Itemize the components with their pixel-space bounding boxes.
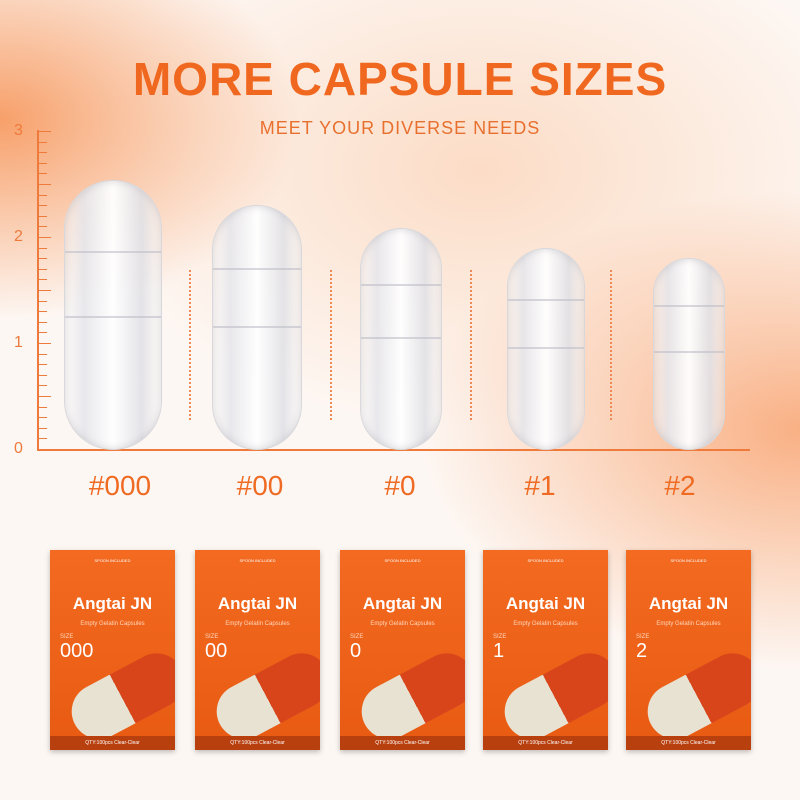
ruler-tick [39, 184, 51, 185]
ruler-tick [39, 141, 47, 143]
ruler-tick [39, 353, 47, 355]
capsule-1 [507, 248, 585, 450]
spoon-note: SPOON INCLUDED [94, 558, 131, 563]
ruler-tick [39, 374, 47, 376]
spoon-note: SPOON INCLUDED [384, 558, 421, 563]
ruler-tick [39, 385, 47, 387]
ruler-tick [39, 406, 47, 408]
ruler-tick [39, 194, 47, 196]
package-size-word: SIZE [60, 634, 74, 640]
package-qty: QTY:100pcs Clear-Clear [483, 736, 608, 750]
size-label: #0 [384, 470, 416, 501]
capsule-illustration [495, 643, 608, 749]
ruler-tick [39, 247, 47, 249]
tick-label: 1 [14, 334, 23, 351]
ruler-tick [39, 162, 47, 164]
ruler-tick [39, 226, 47, 228]
package-product: Empty Gelatin Capsules [80, 621, 145, 627]
size-label: #00 [236, 470, 284, 501]
ruler-tick [39, 258, 47, 260]
ruler-tick [39, 205, 47, 207]
ruler-tick [39, 237, 51, 238]
spoon-note: SPOON INCLUDED [527, 558, 564, 563]
package-size-word: SIZE [636, 634, 650, 640]
package-size-word: SIZE [493, 634, 507, 640]
package-size: 0 [350, 640, 362, 662]
package-0: SPOON INCLUDED Angtai JN Empty Gelatin C… [50, 550, 175, 750]
divider [610, 270, 612, 420]
ruler-tick [39, 332, 47, 334]
ruler-tick [39, 364, 47, 366]
size-label: #000 [88, 470, 152, 501]
spoon-note: SPOON INCLUDED [670, 558, 707, 563]
package-brand: Angtai JN [505, 594, 586, 613]
capsule-illustration [352, 643, 465, 749]
ruler-tick [39, 215, 47, 217]
package-product: Empty Gelatin Capsules [656, 621, 721, 627]
ruler-tick [39, 131, 51, 132]
package-brand: Angtai JN [72, 594, 153, 613]
capsule-00 [212, 205, 302, 450]
package-qty: QTY:100pcs Clear-Clear [340, 736, 465, 750]
ruler-tick [39, 449, 51, 450]
subheadline: MEET YOUR DIVERSE NEEDS [259, 118, 541, 138]
ruler-axis [37, 130, 39, 450]
package-size: 1 [493, 640, 505, 662]
package-3: SPOON INCLUDED Angtai JN Empty Gelatin C… [483, 550, 608, 750]
tick-label: 2 [14, 228, 23, 245]
package-4: SPOON INCLUDED Angtai JN Empty Gelatin C… [626, 550, 751, 750]
package-qty: QTY:100pcs Clear-Clear [50, 736, 175, 750]
package-size: 000 [60, 640, 94, 662]
capsule-0 [360, 228, 442, 450]
tick-label: 3 [14, 122, 23, 139]
ruler-tick [39, 268, 47, 270]
capsule-illustration [638, 643, 751, 749]
package-qty: QTY:100pcs Clear-Clear [195, 736, 320, 750]
package-2: SPOON INCLUDED Angtai JN Empty Gelatin C… [340, 550, 465, 750]
package-product: Empty Gelatin Capsules [370, 621, 435, 627]
ruler-tick [39, 152, 47, 154]
capsule-000 [64, 180, 162, 450]
package-brand: Angtai JN [648, 594, 729, 613]
package-1: SPOON INCLUDED Angtai JN Empty Gelatin C… [195, 550, 320, 750]
ruler-tick [39, 343, 51, 344]
divider [470, 270, 472, 420]
ruler-tick [39, 417, 47, 419]
size-label: #1 [524, 470, 556, 501]
baseline [37, 449, 750, 451]
package-size: 2 [636, 640, 648, 662]
capsule-2 [653, 258, 725, 450]
ruler-tick [39, 438, 47, 440]
headline: MORE CAPSULE SIZES [132, 53, 668, 105]
ruler-tick [39, 173, 47, 175]
ruler-tick [39, 290, 51, 291]
ruler-tick [39, 300, 47, 302]
divider [189, 270, 191, 420]
ruler-tick [39, 311, 47, 313]
package-size: 00 [205, 640, 228, 662]
package-brand: Angtai JN [362, 594, 443, 613]
ruler-tick [39, 396, 51, 397]
package-product: Empty Gelatin Capsules [513, 621, 578, 627]
ruler-tick [39, 427, 47, 429]
tick-label: 0 [14, 440, 23, 457]
package-qty: QTY:100pcs Clear-Clear [626, 736, 751, 750]
package-brand: Angtai JN [217, 594, 298, 613]
ruler-tick [39, 279, 47, 281]
package-size-word: SIZE [350, 634, 364, 640]
spoon-note: SPOON INCLUDED [239, 558, 276, 563]
divider [330, 270, 332, 420]
ruler-tick [39, 321, 47, 323]
package-product: Empty Gelatin Capsules [225, 621, 290, 627]
size-label: #2 [664, 470, 696, 501]
package-size-word: SIZE [205, 634, 219, 640]
